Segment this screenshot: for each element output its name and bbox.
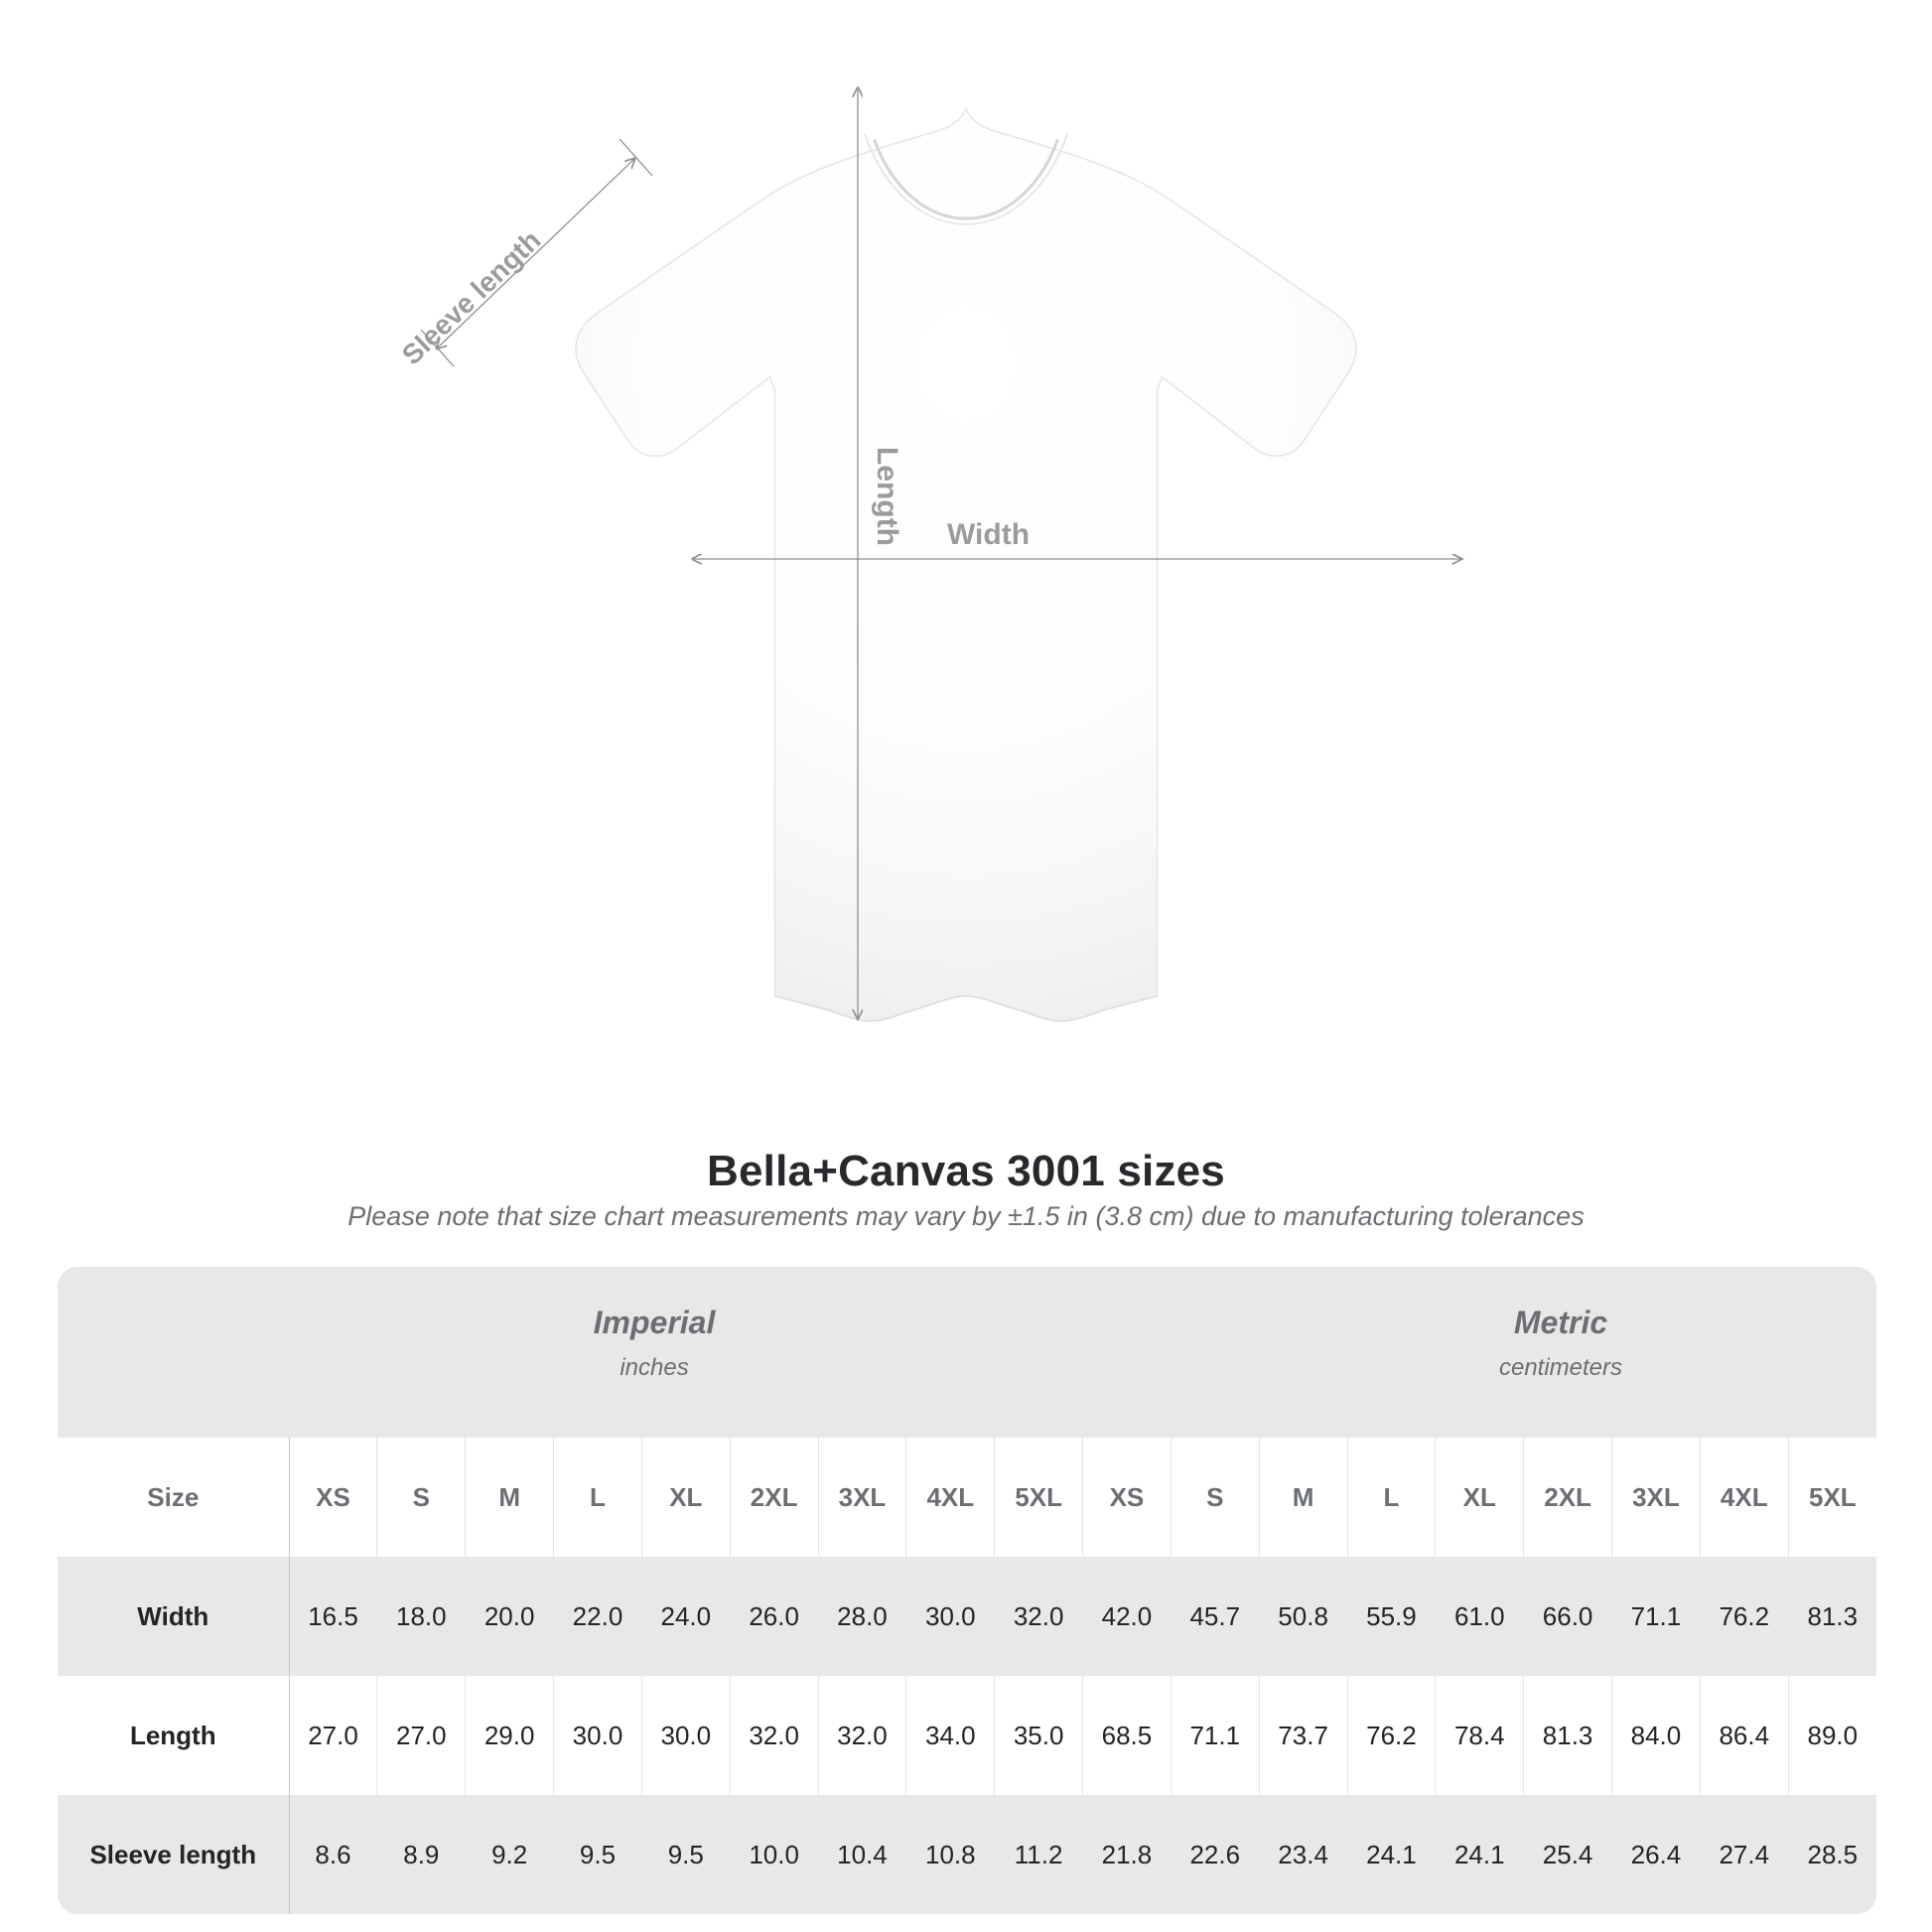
svg-text:Width: Width: [947, 518, 1030, 551]
svg-text:Length: Length: [871, 447, 903, 546]
